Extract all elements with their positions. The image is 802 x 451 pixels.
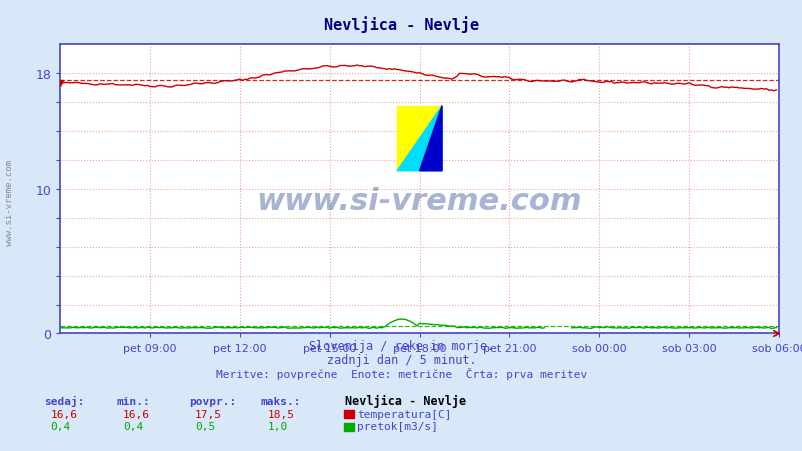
Text: povpr.:: povpr.: (188, 396, 236, 405)
Text: temperatura[C]: temperatura[C] (357, 409, 452, 419)
Polygon shape (397, 106, 441, 171)
Text: Nevljica - Nevlje: Nevljica - Nevlje (345, 394, 466, 407)
Text: 0,4: 0,4 (123, 421, 143, 431)
Text: pretok[m3/s]: pretok[m3/s] (357, 421, 438, 431)
Text: Slovenija / reke in morje.: Slovenija / reke in morje. (309, 340, 493, 353)
Polygon shape (419, 106, 441, 171)
Text: 16,6: 16,6 (123, 409, 150, 419)
Polygon shape (397, 106, 441, 171)
Text: 0,4: 0,4 (51, 421, 71, 431)
Text: Meritve: povprečne  Enote: metrične  Črta: prva meritev: Meritve: povprečne Enote: metrične Črta:… (216, 368, 586, 379)
Text: Nevljica - Nevlje: Nevljica - Nevlje (323, 16, 479, 32)
Text: sedaj:: sedaj: (44, 395, 84, 405)
Text: 18,5: 18,5 (267, 409, 294, 419)
Text: maks.:: maks.: (261, 396, 301, 405)
Text: 0,5: 0,5 (195, 421, 215, 431)
Text: 17,5: 17,5 (195, 409, 222, 419)
Text: www.si-vreme.com: www.si-vreme.com (257, 187, 581, 216)
Text: zadnji dan / 5 minut.: zadnji dan / 5 minut. (326, 353, 476, 366)
Text: 16,6: 16,6 (51, 409, 78, 419)
Text: 1,0: 1,0 (267, 421, 287, 431)
Text: www.si-vreme.com: www.si-vreme.com (5, 160, 14, 246)
Text: min.:: min.: (116, 396, 150, 405)
